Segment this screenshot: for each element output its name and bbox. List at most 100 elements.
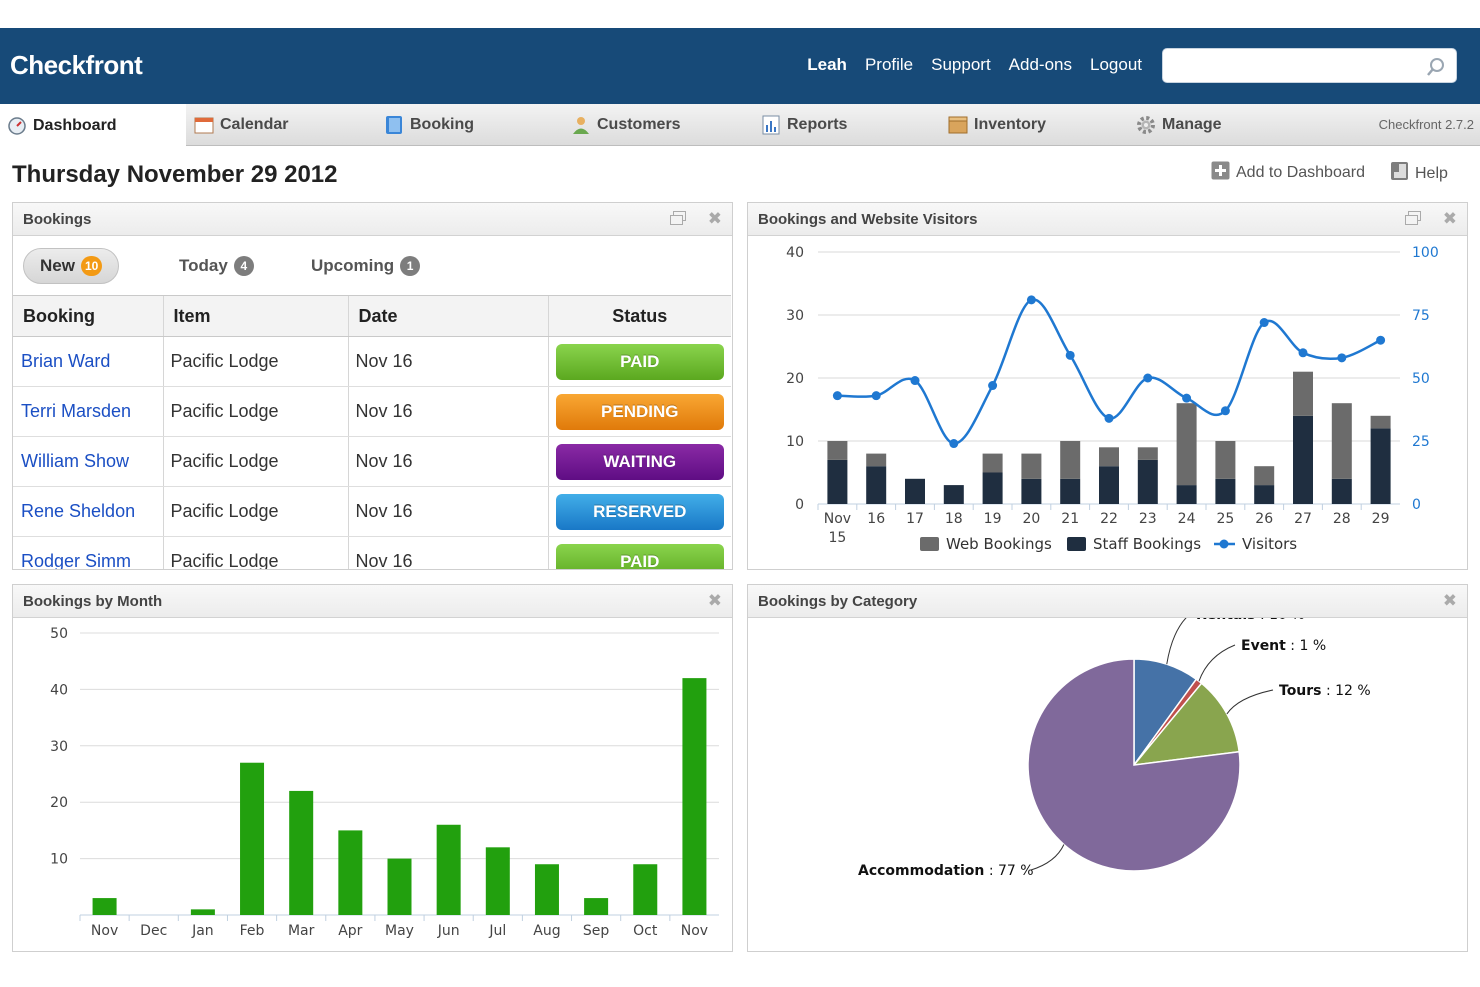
visitors-point (1143, 373, 1153, 383)
pie-label-value: : 10 % (1256, 618, 1305, 623)
y-tick-label: 30 (786, 308, 804, 324)
visitors-point (1104, 413, 1114, 423)
date-cell: Nov 16 (347, 436, 548, 487)
web-bookings-bar (1176, 403, 1197, 486)
date-cell: Nov 16 (347, 386, 548, 437)
pie-label: Tours : 12 % (1279, 683, 1371, 699)
bookings-table: Booking Item Date Status Brian Ward Pacif… (13, 295, 731, 570)
visitors-point (1065, 350, 1075, 360)
y-tick-label: 40 (786, 245, 804, 261)
tab-label: Upcoming (311, 256, 395, 275)
column-header[interactable]: Date (347, 295, 548, 337)
staff-bookings-bar (1099, 466, 1119, 504)
nav-item-customers[interactable]: Customers (571, 104, 681, 146)
staff-bookings-bar (1060, 478, 1081, 504)
staff-bookings-bar (866, 466, 887, 504)
staff-bookings-bar (1137, 459, 1158, 504)
pie-slice (1027, 658, 1241, 872)
maximize-icon[interactable] (1405, 211, 1421, 230)
maximize-icon[interactable] (670, 211, 686, 230)
tab-today[interactable]: Today 4 (163, 248, 270, 284)
nav-label: Dashboard (33, 116, 117, 134)
version-label: Checkfront 2.7.2 (1378, 117, 1474, 132)
web-bookings-bar (1254, 466, 1275, 486)
nav-label: Reports (787, 116, 848, 133)
date-cell: Nov 16 (347, 486, 548, 537)
booking-name-link[interactable]: Terri Marsden (21, 401, 132, 421)
table-row[interactable]: Rene Sheldon Pacific Lodge Nov 16 RESERVED (13, 486, 731, 537)
customers-icon (571, 115, 591, 135)
nav-item-calendar[interactable]: Calendar (194, 104, 288, 146)
y2-tick-label: 100 (1412, 245, 1439, 261)
addons-link[interactable]: Add-ons (1008, 55, 1072, 74)
nav-item-reports[interactable]: Reports (761, 104, 847, 146)
pie-label-category: Accommodation (858, 863, 984, 879)
x-tick-label: Nov (681, 923, 708, 939)
table-row[interactable]: William Show Pacific Lodge Nov 16 WAITING (13, 436, 731, 487)
nav-item-manage[interactable]: Manage (1136, 104, 1222, 146)
status-badge[interactable]: PENDING (555, 393, 724, 430)
logout-link[interactable]: Logout (1090, 55, 1142, 74)
legend-swatch-web (920, 537, 939, 551)
visitors-point (1259, 318, 1269, 328)
status-badge[interactable]: PAID (555, 343, 724, 380)
column-header[interactable]: Booking (13, 295, 163, 337)
visitors-chart-panel: Bookings and Website Visitors ✖ 0 10 20 30 4… (747, 202, 1468, 570)
page-title: Thursday November 29 2012 (12, 161, 338, 188)
gear-icon (1136, 115, 1156, 135)
booking-name-link[interactable]: Rene Sheldon (21, 501, 136, 521)
status-badge[interactable]: RESERVED (555, 493, 724, 530)
status-badge[interactable]: WAITING (555, 443, 724, 480)
close-icon[interactable]: ✖ (1442, 209, 1457, 228)
web-bookings-bar (1137, 447, 1158, 460)
nav-item-dashboard[interactable]: Dashboard (0, 104, 186, 147)
staff-bookings-bar (905, 478, 925, 504)
app-logo[interactable]: Checkfront (10, 50, 143, 80)
web-bookings-bar (1293, 371, 1313, 416)
table-row[interactable]: Rodger Simm Pacific Lodge Nov 16 PAID (13, 536, 731, 570)
tab-upcoming[interactable]: Upcoming 1 (295, 248, 436, 284)
tab-new[interactable]: New 10 (23, 248, 120, 284)
tab-label: New (40, 256, 75, 275)
table-row[interactable]: Brian Ward Pacific Lodge Nov 16 PAID (13, 336, 731, 387)
column-header[interactable]: Item (162, 295, 348, 337)
support-link[interactable]: Support (931, 55, 991, 74)
close-icon[interactable]: ✖ (1442, 591, 1457, 610)
pie-label-category: Tours (1279, 683, 1322, 699)
x-tick-label: 18 (945, 511, 963, 527)
search-icon[interactable] (1426, 57, 1446, 82)
help-button[interactable]: Help (1390, 161, 1448, 186)
count-badge: 1 (400, 256, 421, 276)
month-bar (584, 898, 609, 915)
calendar-icon (194, 115, 214, 135)
pie-connector (1198, 644, 1236, 682)
booking-name-link[interactable]: Rodger Simm (21, 551, 132, 570)
status-badge[interactable]: PAID (555, 543, 724, 569)
x-tick-label: Feb (240, 923, 265, 939)
user-name-link[interactable]: Leah (807, 55, 847, 74)
nav-item-booking[interactable]: Booking (384, 104, 474, 146)
pie-label-value: : 1 % (1286, 638, 1326, 654)
nav-item-inventory[interactable]: Inventory (948, 104, 1046, 146)
booking-name-link[interactable]: Brian Ward (21, 351, 111, 371)
x-tick-label: Nov (91, 923, 118, 939)
bookings-by-month-chart: 10 20 30 40 50 Nov Dec Jan Feb Mar Apr May Jun Jul Aug… (50, 626, 719, 939)
count-badge: 4 (233, 256, 254, 276)
month-bar (190, 909, 215, 915)
x-tick-label: May (385, 923, 414, 939)
booking-name-link[interactable]: William Show (21, 451, 130, 471)
visitors-point (949, 439, 959, 449)
column-header[interactable]: Status (547, 295, 731, 337)
panel-header: Bookings ✖ (13, 203, 732, 236)
x-tick-label: Apr (338, 923, 362, 939)
visitors-point (1026, 295, 1036, 305)
web-bookings-bar (982, 453, 1003, 473)
close-icon[interactable]: ✖ (707, 591, 722, 610)
close-icon[interactable]: ✖ (707, 209, 722, 228)
month-bar (338, 830, 363, 915)
table-row[interactable]: Terri Marsden Pacific Lodge Nov 16 PENDING (13, 386, 731, 437)
add-to-dashboard-button[interactable]: Add to Dashboard (1211, 161, 1365, 185)
profile-link[interactable]: Profile (864, 55, 914, 74)
count-badge: 10 (80, 256, 103, 276)
search-input[interactable] (1163, 49, 1423, 82)
